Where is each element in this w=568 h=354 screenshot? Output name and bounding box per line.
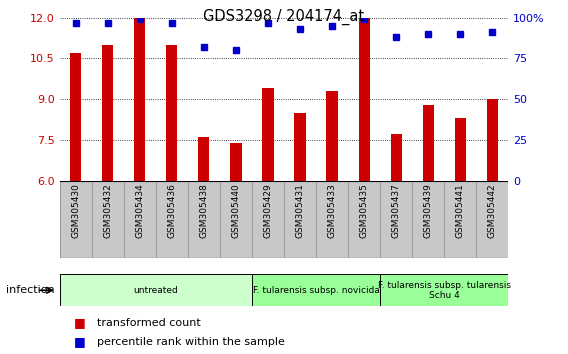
- Text: ■: ■: [74, 336, 86, 348]
- Text: percentile rank within the sample: percentile rank within the sample: [97, 337, 285, 347]
- Bar: [252, 274, 380, 306]
- Text: GSM305439: GSM305439: [424, 183, 433, 238]
- Text: GSM305430: GSM305430: [71, 183, 80, 238]
- Text: transformed count: transformed count: [97, 318, 201, 328]
- Bar: [134, 18, 145, 181]
- Text: GSM305431: GSM305431: [295, 183, 304, 238]
- Bar: [454, 118, 466, 181]
- Text: GSM305440: GSM305440: [231, 183, 240, 238]
- Text: GSM305433: GSM305433: [328, 183, 337, 238]
- Text: F. tularensis subsp. novicida: F. tularensis subsp. novicida: [253, 286, 379, 295]
- Bar: [294, 113, 306, 181]
- Text: GSM305438: GSM305438: [199, 183, 208, 238]
- Bar: [198, 137, 210, 181]
- Text: F. tularensis subsp. tularensis
Schu 4: F. tularensis subsp. tularensis Schu 4: [378, 281, 511, 300]
- Text: GSM305437: GSM305437: [392, 183, 400, 238]
- Text: GSM305434: GSM305434: [135, 183, 144, 238]
- Text: GSM305435: GSM305435: [360, 183, 369, 238]
- Text: infection: infection: [6, 285, 55, 295]
- Text: GSM305432: GSM305432: [103, 183, 112, 238]
- Text: GDS3298 / 204174_at: GDS3298 / 204174_at: [203, 9, 365, 25]
- Text: GSM305429: GSM305429: [264, 183, 273, 238]
- Bar: [166, 45, 177, 181]
- Text: GSM305436: GSM305436: [168, 183, 176, 238]
- Text: GSM305441: GSM305441: [456, 183, 465, 238]
- Bar: [102, 45, 114, 181]
- Bar: [327, 91, 338, 181]
- Text: ■: ■: [74, 316, 86, 329]
- Bar: [358, 18, 370, 181]
- Bar: [380, 274, 508, 306]
- Bar: [391, 135, 402, 181]
- Text: untreated: untreated: [133, 286, 178, 295]
- Bar: [230, 143, 241, 181]
- Bar: [70, 53, 81, 181]
- Bar: [60, 274, 252, 306]
- Bar: [262, 88, 274, 181]
- Text: GSM305442: GSM305442: [488, 183, 497, 238]
- Bar: [487, 99, 498, 181]
- Bar: [423, 104, 434, 181]
